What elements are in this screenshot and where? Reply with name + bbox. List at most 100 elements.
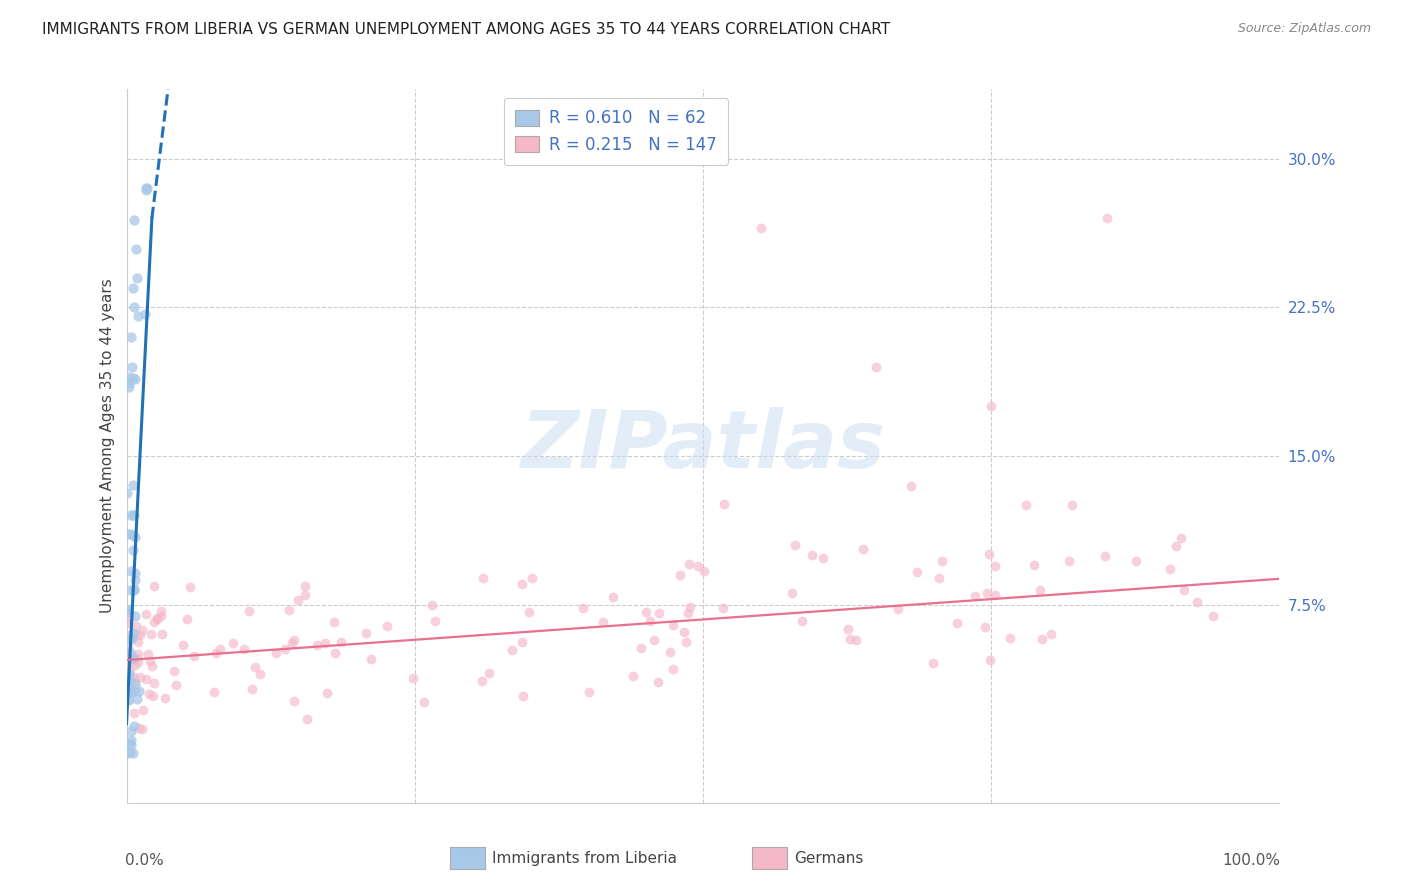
Point	[662, 617, 685, 632]
Point	[401, 671, 423, 685]
Point	[128, 628, 150, 642]
Point	[124, 608, 146, 623]
Point	[128, 721, 150, 735]
Point	[375, 619, 398, 633]
Point	[323, 615, 346, 629]
Point	[124, 706, 146, 720]
Point	[323, 646, 346, 660]
Point	[122, 651, 145, 665]
Point	[121, 625, 143, 640]
Point	[143, 579, 166, 593]
Point	[121, 478, 143, 492]
Point	[845, 633, 868, 648]
Point	[125, 619, 148, 633]
Point	[117, 639, 139, 653]
Point	[1022, 558, 1045, 572]
Point	[245, 660, 267, 674]
Point	[232, 641, 254, 656]
Point	[979, 653, 1001, 667]
Point	[124, 574, 146, 588]
Point	[122, 508, 145, 523]
Point	[120, 733, 142, 747]
Point	[121, 371, 143, 385]
Point	[249, 667, 271, 681]
Point	[118, 671, 141, 685]
Point	[837, 623, 859, 637]
Point	[977, 547, 1000, 561]
Point	[1125, 554, 1147, 568]
Point	[931, 554, 953, 568]
Point	[905, 565, 928, 579]
Point	[124, 213, 146, 227]
Point	[134, 307, 156, 321]
Point	[150, 627, 173, 641]
Legend: R = 0.610   N = 62, R = 0.215   N = 147: R = 0.610 N = 62, R = 0.215 N = 147	[503, 97, 728, 165]
Point	[287, 592, 309, 607]
Point	[295, 712, 318, 726]
Point	[976, 586, 998, 600]
Point	[238, 604, 260, 618]
Point	[501, 642, 523, 657]
Point	[131, 623, 153, 637]
Point	[984, 559, 1007, 574]
Point	[121, 281, 143, 295]
Point	[129, 670, 152, 684]
Point	[127, 691, 149, 706]
Point	[150, 608, 173, 623]
Point	[124, 657, 146, 672]
Point	[222, 636, 245, 650]
Point	[118, 379, 141, 393]
Point	[998, 632, 1021, 646]
Text: ZIPatlas: ZIPatlas	[520, 407, 886, 485]
Point	[120, 746, 142, 760]
Point	[122, 508, 145, 523]
Text: 0.0%: 0.0%	[125, 853, 165, 868]
Point	[675, 635, 697, 649]
Point	[122, 582, 145, 596]
Point	[122, 300, 145, 314]
Point	[413, 695, 436, 709]
Point	[124, 583, 146, 598]
Point	[127, 648, 149, 662]
Point	[153, 690, 176, 705]
Point	[135, 183, 157, 197]
Point	[974, 620, 997, 634]
Point	[1094, 549, 1116, 563]
Point	[900, 478, 922, 492]
Point	[510, 635, 533, 649]
Point	[316, 686, 339, 700]
Point	[121, 631, 143, 645]
Point	[713, 498, 735, 512]
Point	[634, 605, 657, 619]
Point	[120, 736, 142, 750]
Point	[711, 601, 734, 615]
Point	[120, 628, 142, 642]
Point	[1039, 627, 1062, 641]
Point	[693, 564, 716, 578]
Point	[118, 673, 141, 687]
Point	[984, 588, 1007, 602]
Point	[1173, 583, 1195, 598]
Point	[852, 542, 875, 557]
Point	[117, 692, 139, 706]
Point	[117, 613, 139, 627]
Point	[278, 603, 301, 617]
Point	[127, 635, 149, 649]
Point	[117, 616, 139, 631]
Point	[647, 607, 669, 621]
Point	[283, 632, 305, 647]
Point	[122, 527, 145, 541]
Point	[785, 538, 807, 552]
Text: IMMIGRANTS FROM LIBERIA VS GERMAN UNEMPLOYMENT AMONG AGES 35 TO 44 YEARS CORRELA: IMMIGRANTS FROM LIBERIA VS GERMAN UNEMPL…	[42, 22, 890, 37]
Point	[1060, 499, 1083, 513]
Point	[139, 627, 162, 641]
Point	[117, 604, 139, 618]
Point	[520, 571, 543, 585]
Point	[678, 557, 700, 571]
Point	[1166, 539, 1188, 553]
Point	[1170, 531, 1192, 545]
Point	[264, 646, 287, 660]
Point	[425, 614, 447, 628]
Point	[120, 582, 142, 597]
Point	[643, 632, 665, 647]
